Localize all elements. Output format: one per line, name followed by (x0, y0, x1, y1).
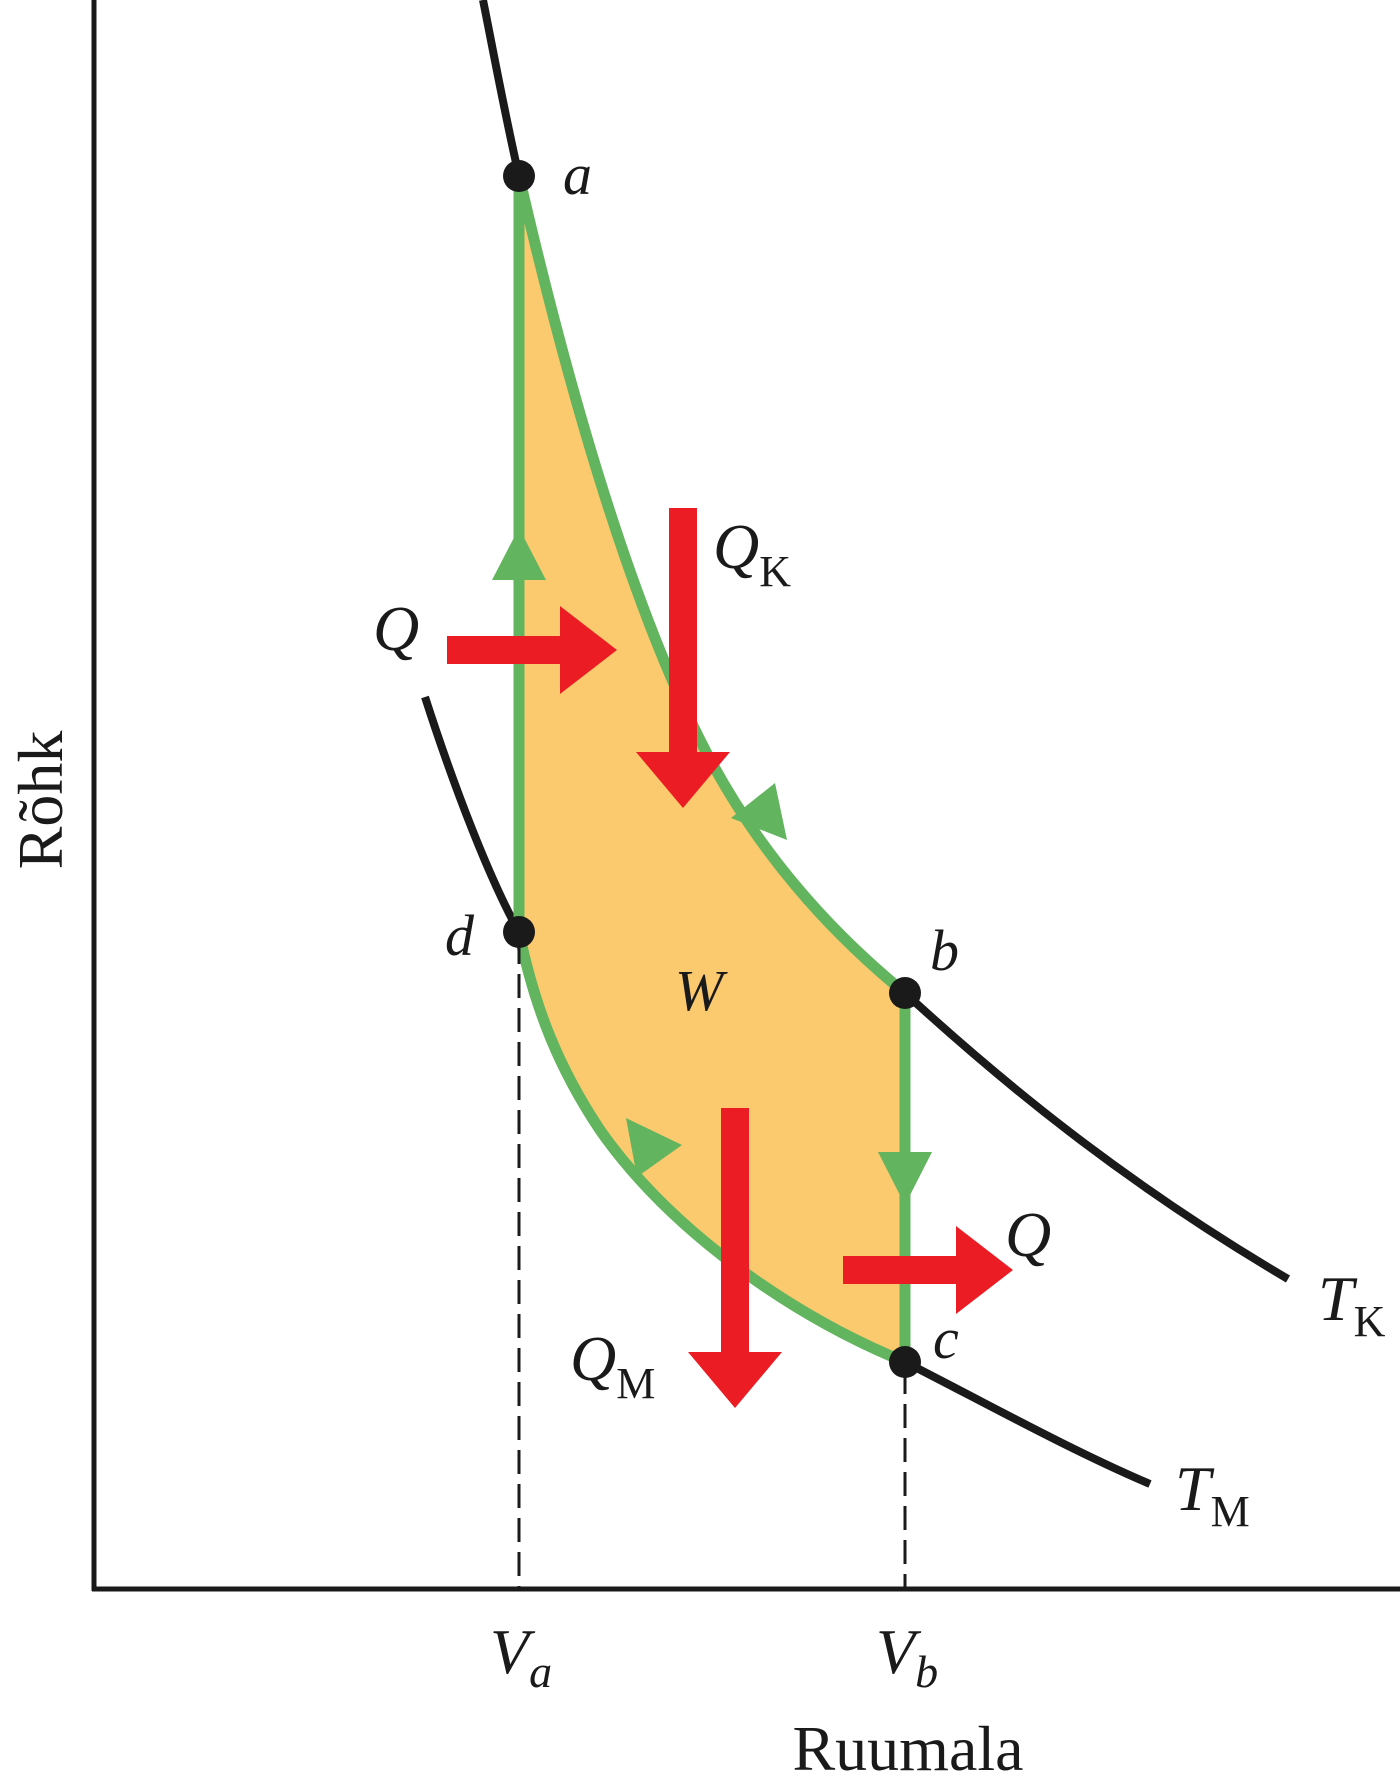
label-isotherm-cold-main: T (1175, 1453, 1215, 1524)
label-q-right: Q (1005, 1199, 1051, 1270)
label-point-c: c (933, 1306, 959, 1371)
label-q-cold: QM (570, 1323, 655, 1408)
heat-arrow-q-right (843, 1226, 1013, 1314)
point-b (889, 977, 921, 1009)
tick-label-va-sub: a (529, 1646, 552, 1697)
heat-arrows (447, 508, 1013, 1408)
arrowhead-down-icon (878, 1152, 932, 1205)
label-q-left: Q (373, 593, 419, 664)
label-isotherm-hot-sub: K (1354, 1297, 1386, 1346)
tick-label-vb: Vb (876, 1616, 938, 1697)
point-d (503, 916, 535, 948)
path-c-d (513, 930, 908, 1368)
label-point-b: b (930, 918, 959, 983)
tick-label-va-main: V (490, 1616, 536, 1687)
arrowhead-up-icon (492, 528, 546, 580)
tick-label-vb-main: V (876, 1616, 922, 1687)
label-q-hot-sub: K (759, 547, 791, 596)
label-isotherm-hot: TK (1318, 1263, 1386, 1346)
label-isotherm-cold: TM (1175, 1453, 1250, 1536)
label-isotherm-cold-sub: M (1211, 1487, 1250, 1536)
point-a (503, 160, 535, 192)
heat-arrow-q-cold (688, 1108, 782, 1408)
label-q-hot: QK (713, 511, 791, 596)
label-work: W (675, 958, 728, 1023)
volume-guides (517, 940, 907, 1589)
tick-label-va: Va (490, 1616, 552, 1697)
heat-arrow-q-hot (636, 508, 730, 808)
y-axis-title: Rõhk (5, 731, 76, 870)
arrowhead-down-right-icon (731, 783, 787, 840)
tick-label-vb-sub: b (915, 1646, 938, 1697)
label-q-cold-sub: M (616, 1359, 655, 1408)
label-point-a: a (563, 142, 592, 207)
heat-arrow-q-left (447, 606, 617, 694)
label-isotherm-hot-main: T (1318, 1263, 1358, 1334)
label-point-d: d (445, 903, 475, 968)
label-q-cold-main: Q (570, 1323, 616, 1394)
arrowhead-up-left-icon (626, 1118, 682, 1177)
axes (91, 0, 1400, 1592)
label-q-hot-main: Q (713, 511, 759, 582)
point-c (889, 1346, 921, 1378)
x-axis-title: Ruumala (792, 1713, 1023, 1784)
